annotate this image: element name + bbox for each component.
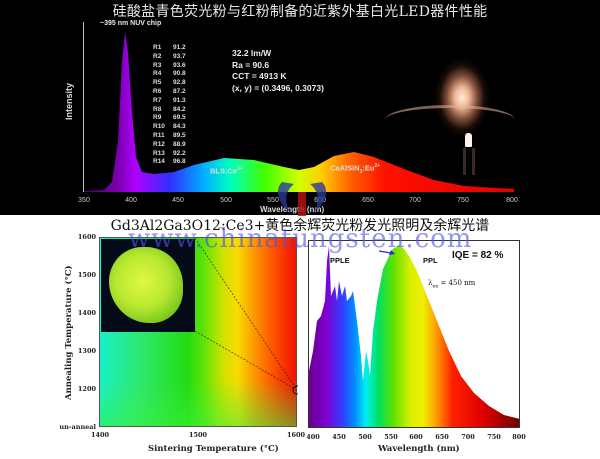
ri-row: R8 84.2 — [153, 105, 186, 113]
led-bulb-icon — [465, 133, 472, 147]
x-tick: 700 — [461, 433, 475, 441]
x-tick: 550 — [267, 197, 279, 204]
led-glow — [390, 20, 510, 165]
x-tick: 400 — [125, 197, 137, 204]
ri-row: R6 87.2 — [153, 87, 186, 95]
x-tick: 1500 — [188, 431, 208, 439]
x-tick: 600 — [409, 433, 423, 441]
spectrum-x-axis-label: Wavelength (nm) — [378, 444, 460, 454]
chip-annotation: ~395 nm NUV chip — [100, 20, 162, 27]
excitation-wavelength-annotation: λex = 450 nm — [428, 279, 476, 290]
ri-row: R10 84.3 — [153, 123, 186, 131]
ri-row: R7 91.3 — [153, 96, 186, 104]
luminous-efficacy: 32.2 lm/W — [232, 48, 272, 58]
red-phosphor-label: CaAlSiN3:Eu2+ — [330, 163, 381, 175]
pple-label: PPLE — [330, 256, 350, 265]
x-tick: 800 — [512, 433, 526, 441]
nuv-led-spectrum-plot — [83, 22, 514, 192]
color-rendering-index-table: R1 91.2 R2 93.7 R3 93.6 R4 90.8 R5 92.8 R6 87.… — [153, 44, 186, 167]
bottom-panel-title: Gd3Al2Ga3O12:Ce3+黄色余辉荧光粉发光照明及余辉光谱 — [110, 218, 490, 234]
y-tick: 1200 — [77, 385, 96, 393]
white-led-photo — [385, 20, 515, 175]
x-tick: 800 — [506, 197, 518, 204]
x-tick: 500 — [220, 197, 232, 204]
ri-row: R9 69.5 — [153, 114, 186, 122]
led-light-arc — [385, 105, 515, 135]
x-tick: 700 — [409, 197, 421, 204]
ppl-label: PPL — [423, 256, 438, 265]
annealing-axis-label: Annealing Temperature (°C) — [64, 265, 74, 400]
phosphor-powder-photo — [101, 239, 195, 332]
top-panel-title: 硅酸盐青色荧光粉与红粉制备的近紫外基白光LED器件性能 — [112, 4, 488, 20]
afterglow-spectrum-svg — [309, 245, 519, 427]
glowing-powder — [109, 247, 183, 323]
x-tick: 550 — [384, 433, 398, 441]
x-tick: 450 — [332, 433, 346, 441]
x-tick: 650 — [362, 197, 374, 204]
cyan-phosphor-label: BLS:Ce3+ — [210, 166, 243, 176]
x-tick: 500 — [358, 433, 372, 441]
x-tick: 350 — [78, 197, 90, 204]
nuv-spectrum-svg — [84, 32, 514, 192]
top-panel: 硅酸盐青色荧光粉与红粉制备的近紫外基白光LED器件性能 — [0, 0, 600, 216]
x-tick: 750 — [487, 433, 501, 441]
x-tick: 1400 — [90, 431, 110, 439]
heatmap-overlay-svg — [194, 238, 298, 395]
watermark-logo-icon — [277, 182, 327, 216]
iqe-annotation: IQE = 82 % — [452, 250, 504, 261]
ri-row: R14 96.8 — [153, 158, 186, 166]
y-tick: 1300 — [77, 347, 96, 355]
ri-row: R12 88.9 — [153, 140, 186, 148]
correlated-color-temperature: CCT = 4913 K — [232, 71, 287, 81]
led-leads — [463, 148, 475, 175]
ri-row: R4 90.8 — [153, 70, 186, 78]
annealing-sintering-heatmap — [99, 237, 298, 427]
cie-coordinates: (x, y) = (0.3496, 0.3073) — [232, 82, 324, 93]
ri-row: R11 89.5 — [153, 131, 186, 139]
y-tick: 1400 — [77, 309, 96, 317]
top-x-axis-label: Wavelength (nm) — [260, 205, 325, 214]
y-tick: 1500 — [77, 271, 96, 279]
ri-row: R5 92.8 — [153, 79, 186, 87]
x-tick: 650 — [435, 433, 449, 441]
y-tick: 1600 — [77, 233, 96, 241]
x-tick: 400 — [306, 433, 320, 441]
color-rendering-index: Ra = 90.6 — [232, 59, 270, 70]
x-tick: 450 — [172, 197, 184, 204]
sintering-axis-label: Sintering Temperature (°C) — [148, 444, 279, 454]
y-tick: un-anneal — [59, 423, 96, 431]
ri-row: R3 93.6 — [153, 61, 186, 69]
ri-row: R13 92.2 — [153, 149, 186, 157]
ri-row: R1 91.2 — [153, 44, 186, 51]
x-tick: 750 — [457, 197, 469, 204]
led-performance-metrics: 32.2 lm/W Ra = 90.6 CCT = 4913 K (x, y) … — [232, 48, 324, 94]
afterglow-spectrum-plot — [308, 240, 520, 428]
top-y-axis-label: Intensity — [64, 82, 74, 120]
x-tick: 1600 — [286, 431, 306, 439]
watermark-text: www.chinatungsten.com — [128, 224, 473, 254]
ri-row: R2 93.7 — [153, 52, 186, 60]
